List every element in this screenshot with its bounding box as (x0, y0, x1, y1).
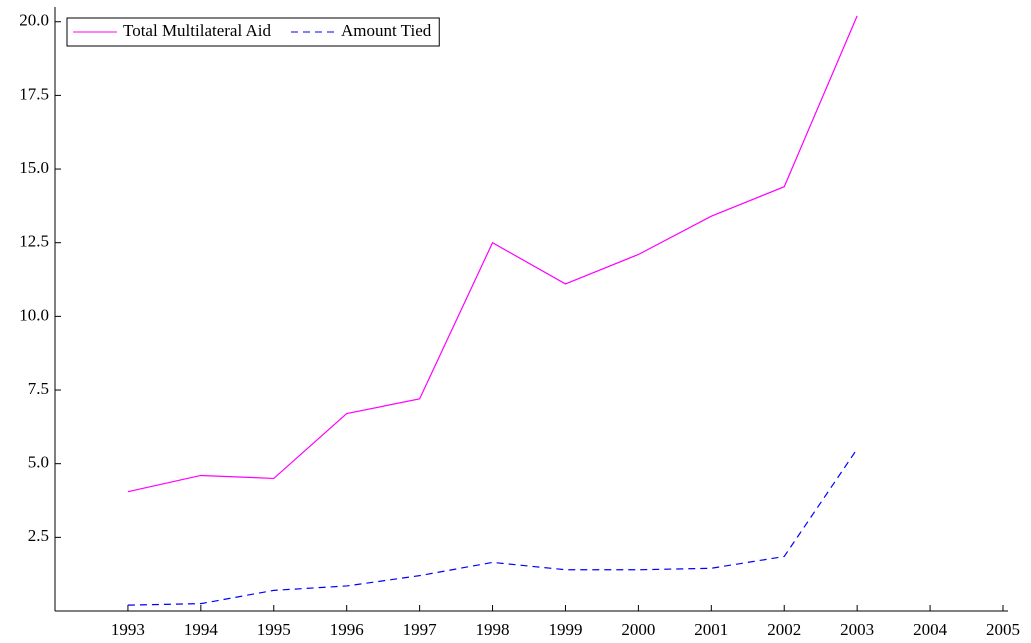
y-tick-label: 20.0 (19, 11, 49, 30)
legend-box (66, 17, 440, 47)
legend: Total Multilateral Aid Amount Tied (66, 17, 440, 47)
x-tick-label: 2003 (840, 620, 874, 639)
series-line (127, 15, 858, 493)
y-tick-label: 12.5 (19, 232, 49, 251)
x-tick-label: 2001 (694, 620, 728, 639)
legend-label: Amount Tied (341, 21, 432, 40)
y-tick-label: 2.5 (28, 526, 49, 545)
x-tick-label: 1999 (548, 620, 582, 639)
x-tick-label: 1998 (476, 620, 510, 639)
x-tick-label: 1993 (111, 620, 145, 639)
x-tick-label: 1994 (184, 620, 219, 639)
legend-label: Total Multilateral Aid (123, 21, 272, 40)
x-tick-label: 1997 (403, 620, 438, 639)
y-tick-label: 10.0 (19, 305, 49, 324)
x-tick-label: 2000 (621, 620, 655, 639)
x-tick-label: 2005 (986, 620, 1020, 639)
y-tick-label: 5.0 (28, 453, 49, 472)
x-tick-label: 1995 (257, 620, 291, 639)
x-tick-label: 2002 (767, 620, 801, 639)
series-line (127, 448, 858, 606)
y-tick-label: 17.5 (19, 84, 49, 103)
x-tick-label: 1996 (330, 620, 364, 639)
x-tick-label: 2004 (913, 620, 948, 639)
y-tick-label: 15.0 (19, 158, 49, 177)
y-tick-label: 7.5 (28, 379, 49, 398)
